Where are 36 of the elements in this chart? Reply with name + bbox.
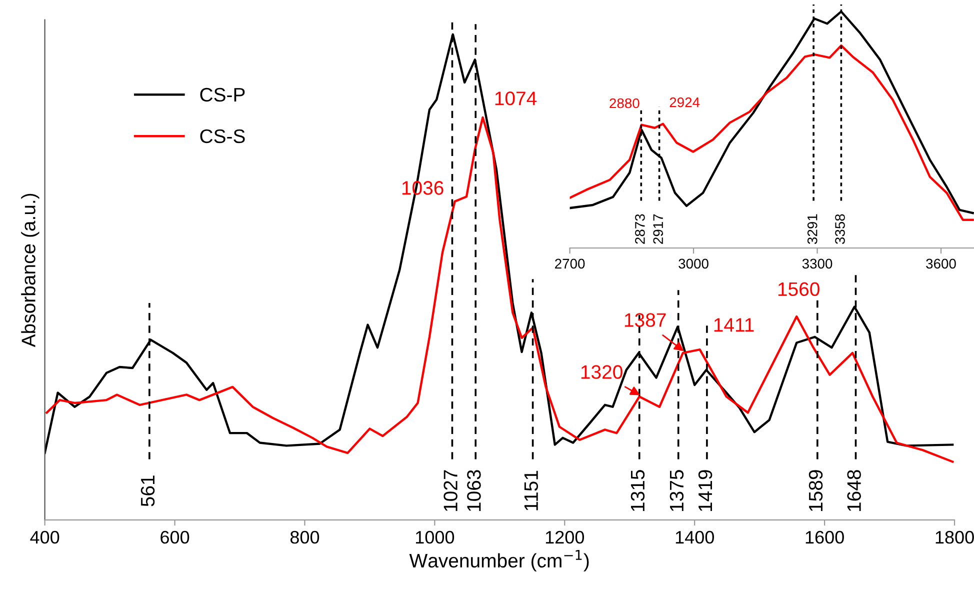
annotation: 1560 xyxy=(778,282,820,296)
ref-line-label: 1151 xyxy=(524,470,538,510)
ref-line-label: 1375 xyxy=(670,470,684,511)
x-tick-label: 1800 xyxy=(936,530,974,544)
annotation: 2924 xyxy=(670,97,700,108)
x-tick-label: 1600 xyxy=(806,530,844,544)
x-axis-title: Wavenumber (cm$^{−1}$) xyxy=(409,550,589,572)
x-tick-label: 1400 xyxy=(676,530,714,544)
x-tick-label: 400 xyxy=(30,530,60,544)
ref-line-label: 2873 xyxy=(635,214,645,244)
ref-line-label: 2917 xyxy=(653,214,664,244)
annotation: 1387 xyxy=(624,313,666,327)
x-tick-label: 3600 xyxy=(926,258,956,269)
x-tick-label: 1200 xyxy=(546,530,584,544)
x-tick-label: 3000 xyxy=(678,258,708,269)
x-tick-label: 2700 xyxy=(555,258,585,269)
annotation: 1074 xyxy=(495,91,537,106)
ref-line-label: 1027 xyxy=(444,470,458,511)
ref-line-label: 1063 xyxy=(467,470,481,511)
legend-label: CS-S xyxy=(200,129,245,144)
ref-line-label: 3358 xyxy=(835,214,845,244)
x-tick-label: 1000 xyxy=(416,530,454,544)
x-tick-label: 600 xyxy=(160,530,190,544)
y-axis-title: Absorbance (a.u.) xyxy=(21,194,40,348)
ref-line-label: 3291 xyxy=(807,214,818,244)
annotation: 1320 xyxy=(581,365,622,379)
ref-line-label: 1315 xyxy=(630,470,645,511)
ref-line-label: 561 xyxy=(140,476,155,506)
annotation: 1411 xyxy=(714,318,754,332)
ref-line-label: 1419 xyxy=(698,470,712,511)
ref-line-label: 1648 xyxy=(847,470,861,511)
ref-line-label: 1589 xyxy=(808,470,823,511)
legend-label: CS-P xyxy=(200,88,245,102)
x-tick-label: 3300 xyxy=(802,258,832,269)
annotation: 2880 xyxy=(610,98,640,108)
x-tick-label: 800 xyxy=(290,530,320,544)
